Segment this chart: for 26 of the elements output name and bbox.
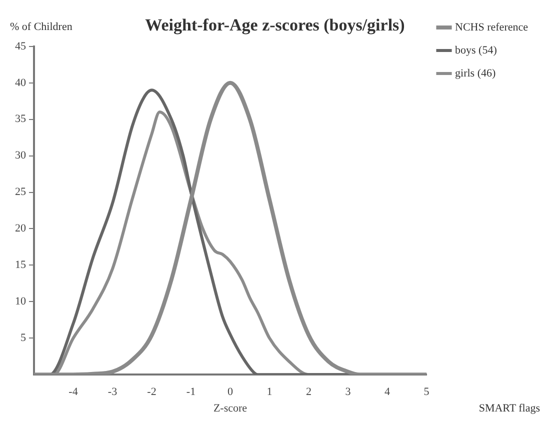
y-tick-label: 25 xyxy=(15,186,26,198)
x-tick-label: 1 xyxy=(266,386,272,398)
y-tick-label: 45 xyxy=(15,40,26,52)
y-tick-label: 5 xyxy=(20,332,26,344)
y-tick-label: 35 xyxy=(15,113,26,126)
legend-label: girls (46) xyxy=(455,67,496,80)
y-tick-label: 20 xyxy=(15,222,26,235)
x-tick-label: -2 xyxy=(147,386,156,398)
legend-label: NCHS reference xyxy=(455,21,528,34)
text: SMART flags xyxy=(478,402,540,414)
y-tick-label: 10 xyxy=(15,296,26,308)
x-tick-label: -3 xyxy=(108,386,118,398)
legend-label: boys (54) xyxy=(455,44,498,56)
y-axis-title: % of Children xyxy=(10,20,73,33)
x-tick-label: 5 xyxy=(424,386,430,398)
x-tick-label: -1 xyxy=(186,386,196,398)
y-tick-label: 30 xyxy=(15,150,26,162)
chart-title: Weight-for-Age z-scores (boys/girls) xyxy=(145,16,405,35)
y-tick-label: 15 xyxy=(15,259,26,272)
x-tick-label: 4 xyxy=(384,386,391,398)
x-tick-label: 0 xyxy=(228,386,234,398)
x-tick-label: 2 xyxy=(306,386,312,398)
x-axis-title: Z-score xyxy=(213,402,248,414)
y-tick-label: 40 xyxy=(15,76,26,89)
x-tick-label: 3 xyxy=(345,386,352,398)
x-tick-label: -4 xyxy=(68,386,78,398)
